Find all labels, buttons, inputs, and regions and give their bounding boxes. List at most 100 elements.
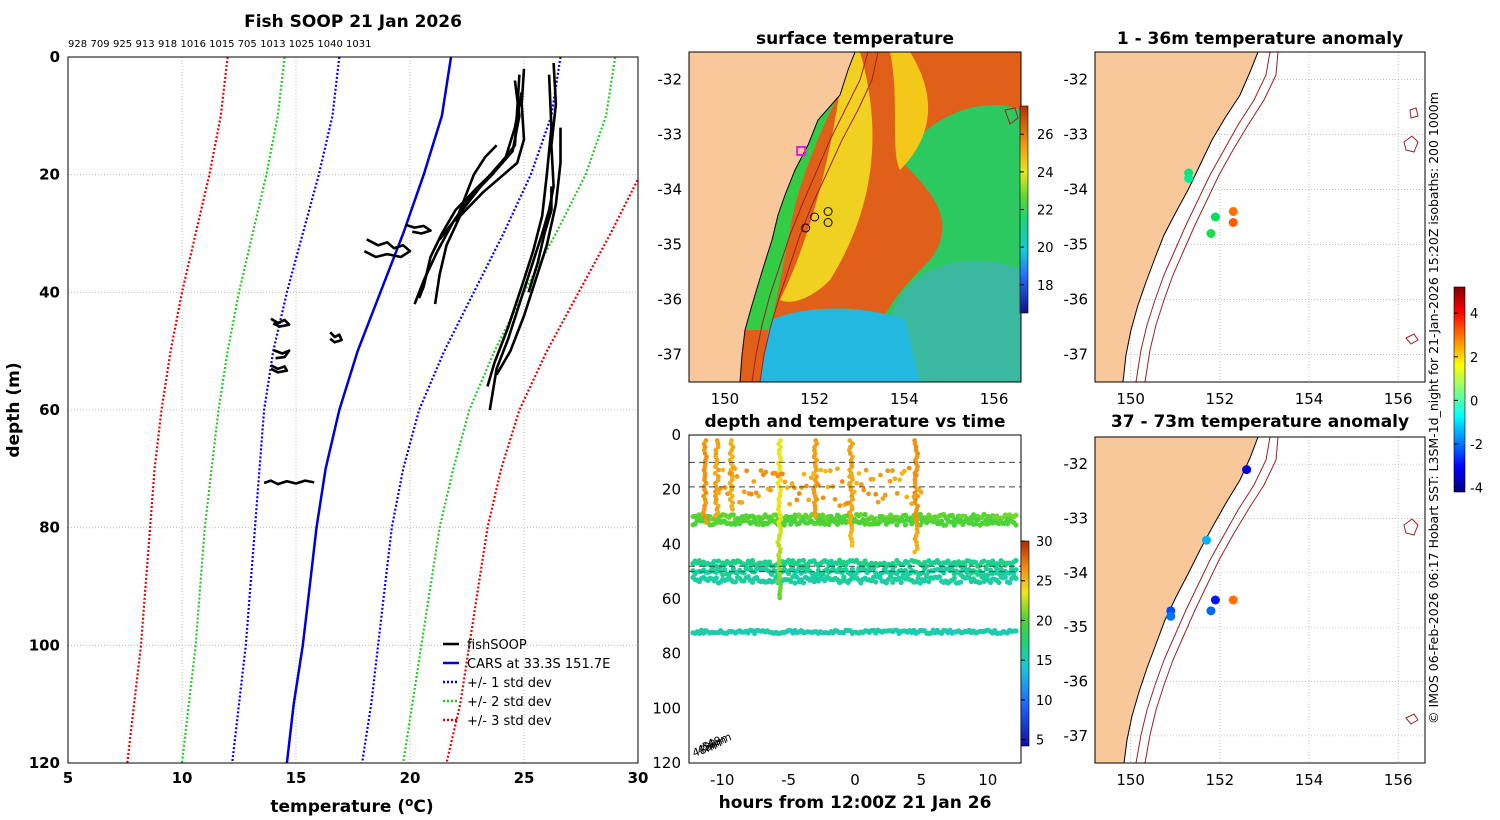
timeseries-sample	[913, 579, 919, 585]
map-ytick-label: -35	[1064, 236, 1089, 254]
timeseries-surface-sample	[847, 482, 852, 488]
timeseries-sample	[749, 557, 756, 564]
anom-colorbar-tick-label: 4	[1470, 307, 1478, 322]
profile-line-obs	[527, 186, 553, 293]
anom-colorbar-ticks: -4 -2 0 2 4	[1454, 307, 1483, 497]
timeseries-cast-sample	[778, 457, 784, 463]
sst-isobath-1000	[759, 52, 879, 382]
legend-label: +/- 1 std dev	[467, 676, 552, 691]
timeseries-surface-sample	[720, 467, 726, 473]
timeseries-surface-sample	[813, 496, 819, 502]
anom1-point	[1228, 207, 1238, 216]
timeseries-cast-sample	[713, 500, 718, 506]
sst-yellow-front-2	[890, 52, 929, 170]
timeseries-sample	[720, 572, 726, 578]
timeseries-surface-sample	[918, 489, 924, 495]
timeseries-cast-sample	[704, 520, 709, 525]
anom2-point	[1242, 465, 1252, 475]
map-ytick-label: -36	[1064, 291, 1089, 309]
timeseries-surface-sample	[880, 496, 886, 501]
profile-panel: Fish SOOP 21 Jan 2026 928 709 925 913 918 101…	[4, 12, 648, 817]
timeseries-surface-sample	[789, 481, 795, 487]
profile-ytick-label: 100	[29, 636, 60, 654]
map-ytick-label: -36	[1064, 673, 1089, 691]
timeseries-sample	[921, 566, 928, 572]
timeseries-sample	[1002, 512, 1008, 518]
timeseries-surface-sample	[844, 500, 850, 506]
timeseries-sample	[949, 566, 955, 572]
profile-xlabel: temperature (oC)	[270, 795, 433, 817]
profile-ytick-label: 20	[39, 166, 60, 184]
timeseries-surface-sample	[768, 487, 773, 493]
profile-top-label: 1025	[289, 39, 314, 50]
timeseries-sample	[977, 580, 983, 586]
profile-grid	[68, 57, 638, 763]
timeseries-sample	[996, 579, 1002, 586]
timeseries-cast-sample	[775, 579, 781, 584]
profile-ytick-label: 120	[29, 754, 60, 772]
timeseries-sample	[898, 579, 904, 585]
profile-line-std1	[231, 57, 341, 763]
timeseries-surface-sample	[827, 468, 833, 474]
map-xtick-label: 152	[1206, 771, 1235, 789]
timeseries-surface-sample	[906, 465, 912, 471]
anom2-point	[1206, 606, 1216, 616]
timeseries-colorbar-tick-label: 20	[1036, 614, 1053, 629]
timeseries-cast-sample	[847, 438, 853, 443]
anom2-point	[1210, 595, 1220, 605]
timeseries-sample	[1002, 574, 1008, 580]
timeseries-sample	[1013, 557, 1019, 564]
profile-line-obs	[363, 238, 412, 259]
sst-marker-cast	[823, 218, 833, 227]
profile-line-obs	[329, 331, 343, 344]
profile-line-obs	[488, 62, 558, 411]
map-xtick-label: 154	[1295, 771, 1324, 789]
timeseries-surface-sample	[911, 494, 917, 500]
timeseries-surface-sample	[870, 476, 876, 482]
timeseries-surface-sample	[882, 492, 888, 498]
timeseries-surface-sample	[796, 491, 802, 496]
timeseries-ytick-label: 40	[662, 535, 681, 553]
map-ytick-label: -33	[1064, 510, 1089, 528]
timeseries-cast-sample	[778, 477, 783, 483]
timeseries-cast-sample	[912, 490, 918, 496]
timeseries-surface-sample	[725, 491, 730, 497]
map-ytick-label: -32	[1064, 71, 1089, 89]
timeseries-xtick-label: -10	[710, 771, 735, 789]
map-ytick-label: -34	[658, 181, 683, 199]
timeseries-sample	[970, 512, 977, 518]
timeseries-sample	[715, 558, 722, 564]
timeseries-sample	[989, 558, 996, 564]
timeseries-surface-sample	[856, 471, 862, 476]
timeseries-sample	[983, 566, 989, 572]
timeseries-sample	[943, 522, 949, 528]
map-xtick-label: 156	[1384, 771, 1413, 789]
anom2-isobath-200	[1135, 437, 1271, 763]
timeseries-sample	[839, 578, 845, 584]
timeseries-surface-sample	[892, 476, 898, 482]
timeseries-cast-sample	[730, 506, 735, 512]
anom1-isobath-200	[1135, 52, 1271, 382]
profile-title: Fish SOOP 21 Jan 2026	[244, 12, 462, 32]
map-xtick-label: 154	[1295, 390, 1324, 408]
timeseries-surface-sample	[787, 501, 793, 507]
timeseries-sample	[938, 518, 945, 524]
timeseries-sample	[902, 522, 909, 528]
anom-colorbar	[1453, 286, 1466, 493]
timeseries-surface-sample	[741, 489, 747, 495]
timeseries-sample	[752, 517, 758, 523]
timeseries-surface-sample	[799, 485, 805, 491]
profile-xtick-label: 10	[172, 769, 193, 787]
timeseries-cast-sample	[727, 497, 733, 502]
legend-label: fishSOOP	[467, 638, 527, 653]
timeseries-sample	[781, 522, 787, 528]
anom1-seamount-c	[1405, 333, 1419, 345]
profile-ytick-label: 60	[39, 401, 60, 419]
timeseries-sample	[862, 511, 868, 518]
timeseries-sample	[896, 575, 902, 581]
anom-colorbar-tick-label: 0	[1470, 394, 1478, 409]
timeseries-sample	[786, 517, 792, 523]
timeseries-sample	[1013, 512, 1019, 518]
profile-series	[126, 57, 638, 763]
map-ytick-label: -32	[1064, 455, 1089, 473]
